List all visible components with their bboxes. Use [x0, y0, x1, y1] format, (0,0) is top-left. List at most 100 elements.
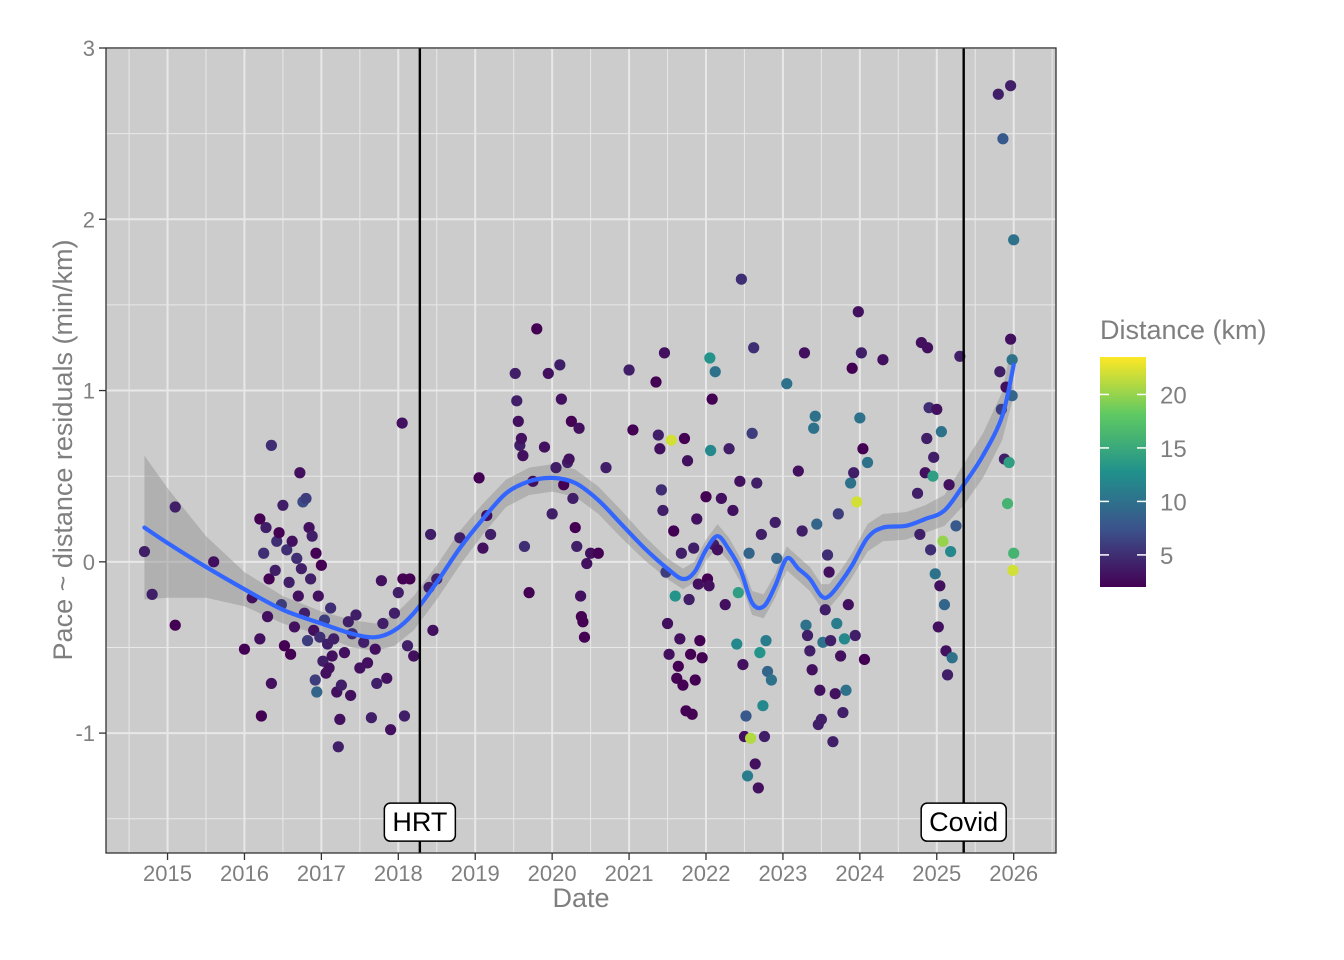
data-point [265, 439, 277, 451]
data-point [550, 462, 562, 474]
data-point [138, 545, 151, 558]
data-point [771, 552, 783, 565]
data-point [741, 770, 754, 782]
data-point [300, 492, 312, 505]
data-point [377, 617, 389, 630]
x-tick-label: 2019 [451, 861, 500, 886]
panel-border [105, 47, 1057, 854]
data-point [401, 640, 414, 652]
data-point [518, 540, 531, 553]
data-point [577, 616, 589, 628]
data-point [208, 556, 220, 568]
data-point [1001, 497, 1014, 510]
data-point [804, 645, 816, 657]
data-point [934, 580, 946, 592]
data-point [715, 492, 727, 505]
data-point [809, 410, 821, 422]
data-point [668, 525, 680, 537]
data-point [385, 724, 397, 736]
data-point [260, 521, 272, 534]
data-point [288, 621, 301, 633]
data-point [846, 362, 858, 374]
data-point [845, 477, 857, 489]
data-point [515, 432, 527, 445]
data-point [567, 492, 579, 505]
data-point [652, 429, 664, 441]
x-tick-label: 2023 [758, 861, 807, 886]
data-point [569, 521, 581, 534]
data-point [925, 544, 937, 556]
data-point [696, 652, 708, 664]
data-point [169, 501, 181, 513]
data-point [945, 545, 957, 558]
data-point [571, 540, 583, 553]
data-point [674, 633, 686, 645]
data-point [851, 496, 863, 508]
data-point [332, 741, 344, 753]
data-point [752, 782, 764, 794]
data-point [765, 674, 777, 686]
data-point [683, 593, 695, 606]
data-point [743, 547, 755, 559]
data-point [454, 532, 466, 544]
data-point [746, 427, 758, 439]
data-point [281, 544, 293, 556]
data-point [711, 544, 724, 556]
data-point [946, 652, 958, 664]
data-point [719, 599, 731, 611]
data-point [686, 708, 698, 720]
data-point [669, 590, 681, 602]
data-point [823, 566, 835, 578]
smooth-line [142, 362, 1016, 640]
data-point [745, 732, 757, 744]
x-tick-label: 2026 [989, 861, 1038, 886]
data-point [477, 542, 489, 554]
smooth-band [144, 334, 1014, 651]
data-point [827, 736, 839, 748]
data-point [592, 547, 604, 559]
data-point [950, 520, 962, 532]
data-point [911, 487, 924, 499]
data-point [473, 472, 485, 484]
data-point [749, 758, 761, 770]
y-tick-label: 1 [83, 379, 95, 404]
data-point [732, 587, 744, 599]
data-point [523, 587, 535, 599]
data-point [800, 619, 812, 631]
data-point [565, 415, 577, 427]
data-point [1007, 564, 1019, 576]
data-point [877, 354, 889, 366]
data-point [709, 366, 721, 378]
data-point [691, 513, 703, 525]
data-point [261, 611, 274, 623]
data-point [517, 450, 529, 462]
data-point [512, 415, 524, 427]
data-point [286, 535, 298, 547]
event-label: Covid [929, 807, 998, 837]
x-tick-label: 2020 [528, 861, 577, 886]
data-point [314, 631, 326, 643]
data-point [254, 513, 266, 525]
data-point [825, 635, 837, 647]
event-label-box [383, 802, 457, 842]
data-point [328, 633, 340, 645]
legend-break-label: 15 [1160, 436, 1187, 463]
x-tick-label: 2025 [912, 861, 961, 886]
data-point [685, 648, 697, 660]
data-point [700, 491, 712, 503]
data-point [723, 443, 735, 455]
data-point [573, 422, 585, 434]
data-point [815, 713, 827, 726]
data-point [792, 465, 804, 477]
data-point [688, 542, 700, 554]
data-point [858, 653, 871, 666]
data-point [657, 504, 669, 517]
data-point [1005, 80, 1017, 92]
data-point [941, 669, 954, 681]
data-point [350, 609, 362, 621]
data-point [808, 422, 820, 434]
data-point [705, 444, 717, 457]
data-point [821, 549, 834, 561]
data-point [842, 599, 854, 611]
data-point [927, 470, 939, 482]
